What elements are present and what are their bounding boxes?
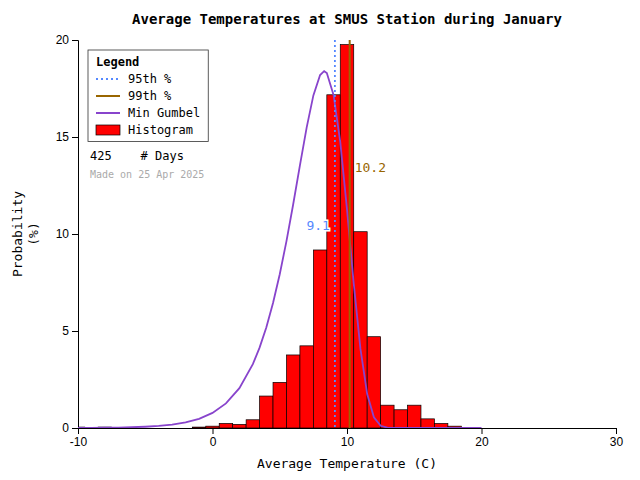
legend-swatch bbox=[96, 95, 120, 97]
marks bbox=[78, 40, 482, 428]
histogram-bar bbox=[421, 419, 434, 428]
histogram bbox=[78, 45, 461, 428]
legend-entry: Min Gumbel bbox=[128, 106, 200, 120]
histogram-bar bbox=[192, 427, 205, 428]
y-tick-mark bbox=[72, 40, 78, 41]
chart: -100102030051015209.110.2Legend95th %99t… bbox=[0, 0, 640, 480]
y-tick: 20 bbox=[56, 33, 78, 47]
x-axis-line bbox=[79, 429, 617, 435]
title: Average Temperatures at SMUS Station dur… bbox=[132, 11, 562, 27]
plot: -100102030051015209.110.2Legend95th %99t… bbox=[56, 33, 624, 448]
histogram-bar bbox=[179, 428, 192, 429]
x-tick: 20 bbox=[475, 428, 489, 449]
legend-swatch bbox=[96, 78, 120, 80]
histogram-bar bbox=[394, 410, 407, 428]
y-tick-label: 10 bbox=[56, 227, 70, 241]
y-tick-label: 0 bbox=[62, 421, 69, 435]
percentile-label: 10.2 bbox=[355, 160, 386, 175]
histogram-bar bbox=[381, 405, 394, 428]
x-tick: 10 bbox=[341, 428, 355, 449]
percentile-label: 9.1 bbox=[306, 218, 329, 233]
x-tick: -10 bbox=[70, 428, 88, 449]
percentile-line bbox=[349, 40, 351, 428]
histogram-bar bbox=[340, 45, 353, 428]
legend-entry: Histogram bbox=[128, 123, 193, 137]
x-tick-mark bbox=[347, 428, 348, 434]
histogram-bar bbox=[300, 346, 313, 428]
histogram-bar bbox=[273, 382, 286, 428]
x-axis: -10 0 10 20 30 bbox=[70, 428, 624, 449]
fit-curve bbox=[78, 71, 482, 428]
x-tick: 30 bbox=[610, 428, 624, 449]
histogram-bar bbox=[165, 428, 178, 429]
x-tick-label: 30 bbox=[610, 435, 624, 449]
x-tick-mark bbox=[213, 428, 214, 434]
y-axis-line bbox=[72, 41, 79, 429]
legend: Legend 95th % 99th % Min Gumbel Histogram bbox=[88, 50, 208, 142]
y-axis-title-line: Probability bbox=[10, 191, 25, 277]
histogram-bar bbox=[286, 355, 299, 428]
y-tick-label: 15 bbox=[56, 130, 70, 144]
legend-frame bbox=[88, 50, 208, 142]
x-tick: 0 bbox=[210, 428, 217, 449]
histogram-bar bbox=[260, 396, 273, 428]
y-axis: 0 5 10 15 20 bbox=[56, 33, 79, 435]
histogram-bar bbox=[206, 426, 219, 428]
y-tick: 0 bbox=[62, 421, 78, 435]
y-tick: 10 bbox=[56, 227, 78, 241]
x-tick-mark bbox=[482, 428, 483, 434]
x-axis-title: Average Temperature (C) bbox=[257, 456, 437, 471]
y-tick: 15 bbox=[56, 130, 78, 144]
annotation: Made on 25 Apr 2025 bbox=[90, 169, 204, 180]
legend-entry: 99th % bbox=[128, 89, 172, 103]
x-tick-mark bbox=[616, 428, 617, 434]
legend-swatch bbox=[96, 112, 120, 114]
histogram-bar bbox=[233, 424, 246, 428]
x-tick-label: 20 bbox=[475, 435, 489, 449]
y-axis-title-line: (%) bbox=[26, 222, 41, 245]
histogram-bar bbox=[354, 232, 367, 428]
x-tick-label: -10 bbox=[70, 435, 88, 449]
y-tick-mark bbox=[72, 331, 78, 332]
y-tick-mark bbox=[72, 234, 78, 235]
histogram-bar bbox=[327, 95, 340, 428]
y-tick-mark bbox=[72, 137, 78, 138]
x-tick-label: 10 bbox=[341, 435, 355, 449]
histogram-bar bbox=[219, 423, 232, 428]
x-tick-label: 0 bbox=[210, 435, 217, 449]
y-axis-title: Probability(%) bbox=[10, 191, 41, 277]
legend-entry: 95th % bbox=[128, 72, 172, 86]
y-tick-mark bbox=[72, 428, 78, 429]
annotation: 425 # Days bbox=[90, 149, 184, 163]
legend-swatch bbox=[96, 125, 120, 135]
histogram-bar bbox=[152, 428, 165, 429]
histogram-bar bbox=[408, 405, 421, 428]
value-labels: 9.1 10.2 bbox=[306, 160, 386, 233]
y-tick-label: 5 bbox=[62, 324, 69, 338]
histogram-bar bbox=[313, 250, 326, 428]
legend-title: Legend bbox=[96, 55, 139, 69]
y-tick: 5 bbox=[62, 324, 78, 338]
y-tick-label: 20 bbox=[56, 33, 70, 47]
histogram-bar bbox=[246, 420, 259, 428]
percentile-line bbox=[334, 40, 336, 428]
